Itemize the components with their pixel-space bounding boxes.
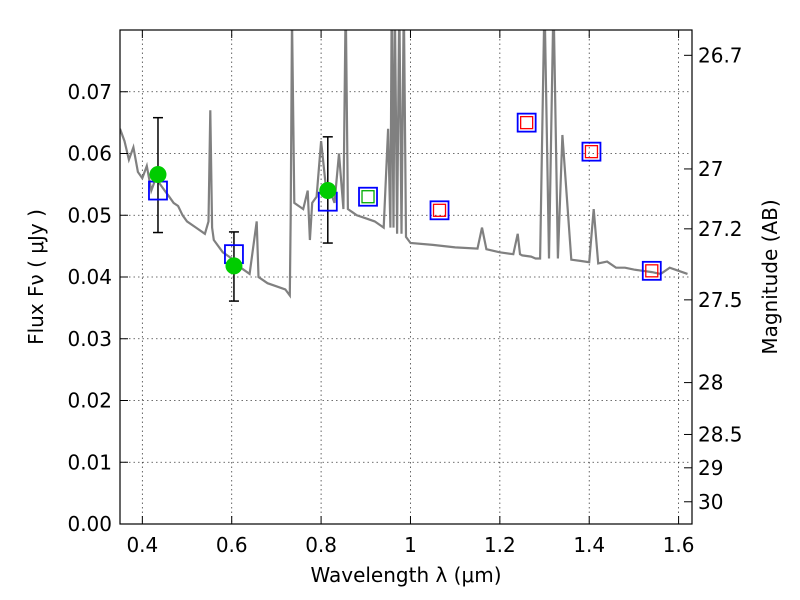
model-box <box>429 200 450 221</box>
filter-limit-box-red <box>520 115 534 130</box>
x-tick-label: 1.6 <box>663 533 695 557</box>
model-boxes <box>148 112 662 281</box>
model-box <box>581 141 602 162</box>
y-tick-label: 0.06 <box>67 142 112 166</box>
observed-point <box>225 257 243 275</box>
model-box <box>358 186 378 207</box>
y-tick-label: 0.01 <box>67 450 112 474</box>
y-axis-label: Flux Fν ( μJy ) <box>24 209 48 345</box>
axis-ticks: 0.4 0.6 0.8 1 1.2 1.4 1.6 0.00 0.01 0.02 0.03 0.04 0… <box>67 30 743 557</box>
model-box <box>516 112 537 133</box>
y-tick-label: 0.04 <box>67 265 112 289</box>
y-tick-label: 0.05 <box>67 203 112 227</box>
right-tick-label: 27.2 <box>698 217 743 241</box>
y-tick-label: 0.02 <box>67 389 112 413</box>
y-tick-label: 0.03 <box>67 327 112 351</box>
x-tick-label: 0.4 <box>126 533 158 557</box>
right-tick-label: 29 <box>698 456 723 480</box>
observed-point <box>319 182 337 200</box>
x-tick-label: 0.6 <box>216 533 248 557</box>
model-spectrum <box>120 30 688 299</box>
right-axis-label: Magnitude (AB) <box>758 199 782 354</box>
x-axis-label: Wavelength λ (μm) <box>310 563 501 587</box>
right-tick-label: 28.5 <box>698 422 743 446</box>
observed-point <box>149 165 167 183</box>
filter-limit-box-red <box>584 144 599 159</box>
x-tick-label: 1 <box>404 533 417 557</box>
filter-limit-box-green <box>361 190 375 204</box>
right-tick-label: 27 <box>698 157 723 181</box>
x-tick-label: 0.8 <box>305 533 337 557</box>
x-tick-label: 1.2 <box>484 533 516 557</box>
spectrum-line <box>120 30 688 299</box>
right-tick-label: 26.7 <box>698 43 743 67</box>
right-tick-label: 30 <box>698 490 723 514</box>
right-tick-label: 27.5 <box>698 288 743 312</box>
y-tick-label: 0.00 <box>67 512 112 536</box>
filter-limit-box-red <box>432 203 447 217</box>
y-tick-label: 0.07 <box>67 80 112 104</box>
filter-limit-box-red <box>645 264 659 278</box>
observed-points <box>149 165 337 275</box>
x-tick-label: 1.4 <box>573 533 605 557</box>
model-box <box>641 260 662 281</box>
right-tick-label: 28 <box>698 371 723 395</box>
